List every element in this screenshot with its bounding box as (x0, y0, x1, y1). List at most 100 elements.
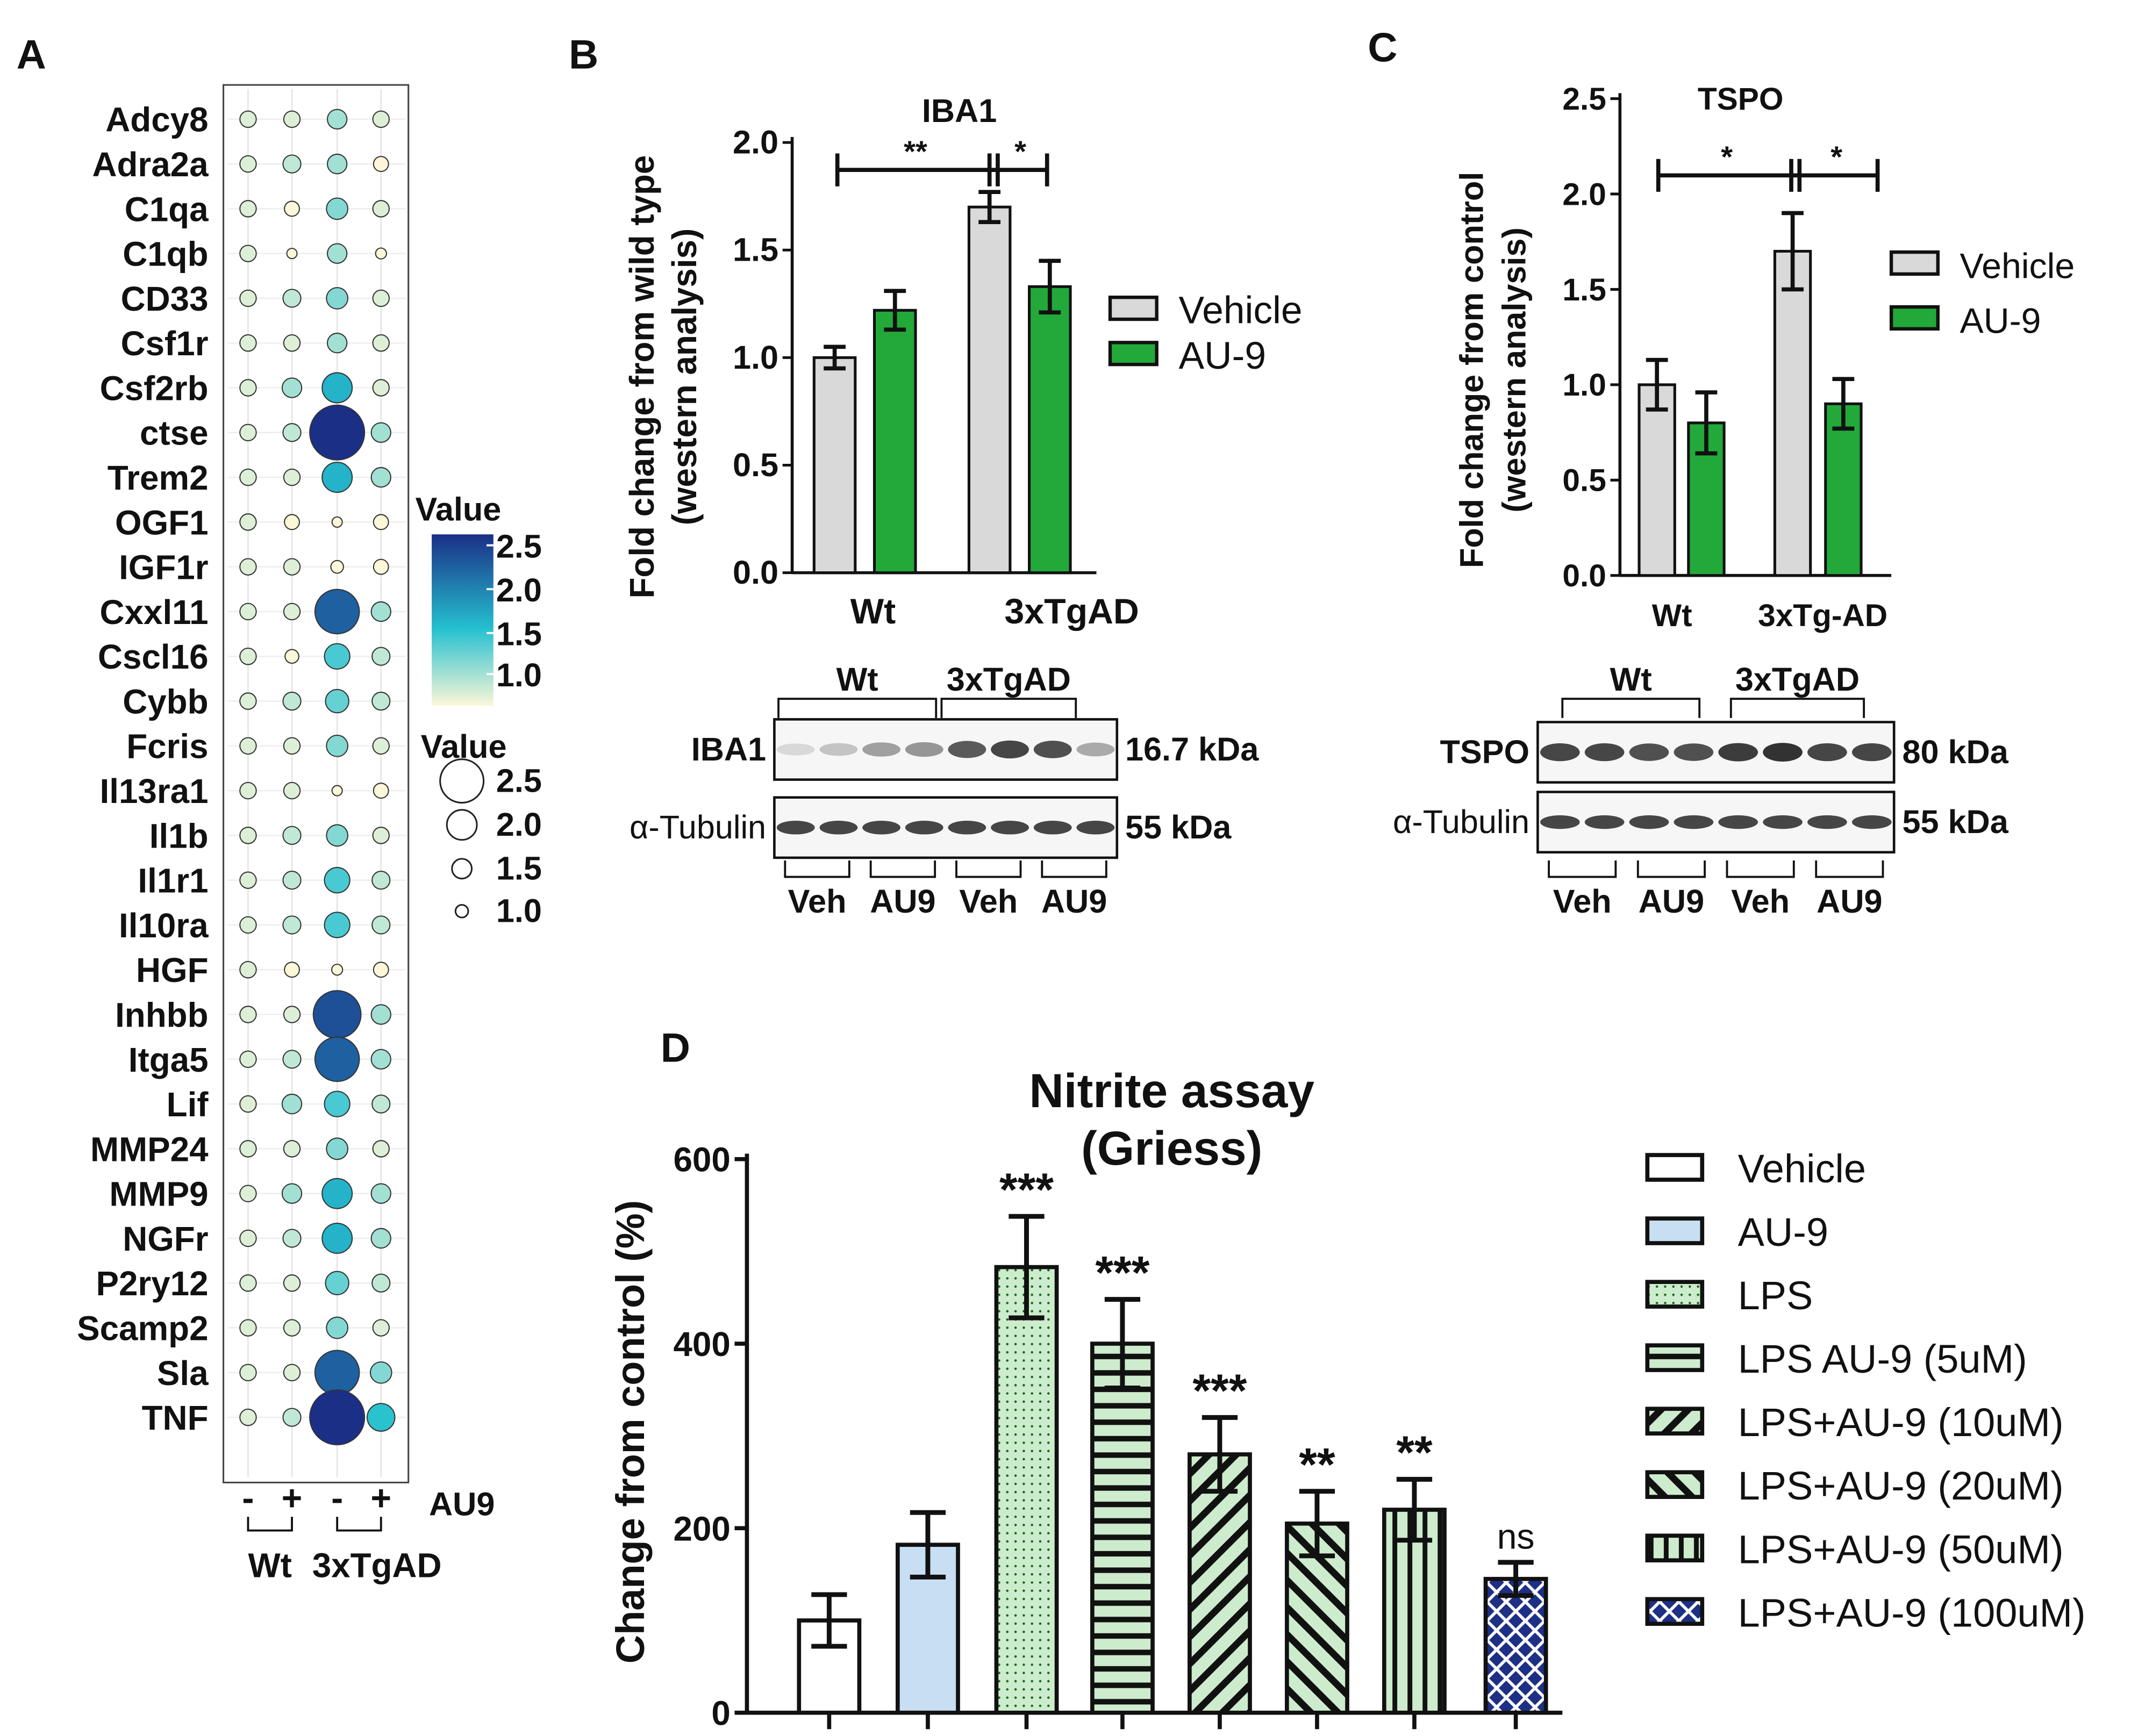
blot-band (1033, 821, 1072, 835)
data-dot (372, 1140, 390, 1158)
data-dot (283, 1364, 301, 1382)
blot-band (776, 743, 815, 756)
data-dot (373, 558, 389, 575)
data-dot (281, 1093, 303, 1115)
y-tick-label: 1.5 (1562, 272, 1606, 307)
legend-swatch (1108, 341, 1159, 367)
blot-lane-bracket (955, 860, 1022, 878)
legend-swatch (1889, 305, 1940, 331)
blot-band (862, 742, 900, 757)
gene-label: Lif (167, 1085, 209, 1124)
y-axis-label: Change from control (%) (608, 1200, 653, 1663)
blot-kda-label: 55 kDa (1902, 804, 2008, 840)
data-dot (371, 1273, 391, 1293)
legend-label: LPS+AU-9 (100uM) (1738, 1590, 2086, 1635)
blot-band (1540, 743, 1580, 762)
blot-band (1584, 743, 1625, 762)
blot-lane-label: AU9 (870, 883, 935, 920)
blot-band (819, 743, 858, 756)
data-dot (239, 558, 257, 576)
data-dot (239, 424, 257, 442)
color-legend: Value (415, 491, 501, 706)
group-bracket (247, 1517, 293, 1532)
data-dot (283, 1006, 301, 1023)
data-dot (326, 109, 348, 130)
gene-label: CD33 (121, 279, 209, 318)
data-dot (281, 377, 303, 398)
blot-band (1718, 815, 1758, 829)
data-dot (239, 1229, 257, 1247)
y-tick-label: 600 (674, 1140, 731, 1179)
data-dot (326, 824, 349, 847)
panel-b: IBA1 Fold change from wild type (western … (623, 92, 1303, 920)
blot-lane-bracket (1815, 860, 1884, 878)
significance-marker: ** (904, 134, 927, 168)
bar (812, 356, 857, 575)
data-dot (372, 737, 390, 755)
color-legend-title: Value (415, 491, 501, 528)
gene-label: IGF1r (119, 548, 208, 587)
data-dot (371, 691, 391, 711)
y-axis-label: (western analysis) (1496, 227, 1532, 512)
data-dot (239, 245, 257, 262)
data-dot (239, 468, 257, 486)
color-legend-tick-label: 1.5 (496, 616, 542, 652)
au9-label: AU9 (429, 1486, 495, 1523)
blot-band (905, 742, 943, 757)
data-dot (283, 1274, 301, 1292)
data-dot (309, 1389, 366, 1446)
data-dot (239, 827, 257, 844)
dotplot-frame (223, 84, 410, 1483)
data-dot (284, 649, 299, 664)
data-dot (283, 1140, 301, 1158)
blot-band (1807, 815, 1847, 829)
gene-label: MMP9 (109, 1175, 208, 1214)
data-dot (371, 915, 391, 935)
chart-title: TSPO (1698, 82, 1784, 117)
data-dot (239, 781, 257, 800)
data-dot (370, 1049, 391, 1070)
data-dot (370, 601, 391, 622)
size-legend-label: 1.0 (496, 893, 542, 929)
data-dot (239, 871, 257, 889)
significance-marker: ns (1497, 1517, 1535, 1556)
group-label: Wt (248, 1546, 292, 1584)
gene-label: TNF (142, 1398, 209, 1437)
data-dot (330, 559, 344, 574)
x-category-label: Wt (1652, 598, 1692, 633)
data-dot (239, 289, 257, 307)
au9-sign: - (242, 1478, 254, 1518)
y-tick-label: 0.0 (733, 554, 778, 591)
size-legend-circle (439, 758, 485, 804)
blot-row-label: α-Tubulin (630, 809, 766, 845)
legend-label: AU-9 (1178, 334, 1266, 377)
data-dot (371, 871, 391, 890)
data-dot (282, 289, 302, 308)
panel-letter-d: D (661, 1025, 690, 1071)
legend-label: AU-9 (1960, 301, 2041, 341)
data-dot (282, 915, 302, 935)
blot-band (1807, 743, 1847, 762)
data-dot (282, 871, 302, 890)
gene-label: Fcris (126, 727, 208, 766)
gene-label: OGF1 (115, 503, 208, 542)
data-dot (283, 468, 301, 486)
data-dot (281, 1183, 303, 1204)
size-legend-label: 2.0 (496, 806, 542, 843)
data-dot (372, 827, 390, 844)
blot-band (948, 741, 986, 758)
data-dot (373, 962, 389, 978)
data-dot (239, 155, 257, 173)
data-dot (283, 737, 301, 755)
blot-lane-label: AU9 (1041, 883, 1107, 920)
data-dot (373, 783, 389, 799)
legend-label: LPS+AU-9 (10uM) (1738, 1400, 2064, 1445)
group-bracket (336, 1517, 382, 1532)
data-dot (283, 110, 301, 128)
data-dot (373, 156, 389, 173)
legend-swatch (1645, 1407, 1705, 1436)
blot-band (862, 821, 900, 835)
gene-label: Il1b (149, 816, 209, 855)
significance-marker: * (1830, 140, 1842, 174)
data-dot (324, 912, 351, 938)
